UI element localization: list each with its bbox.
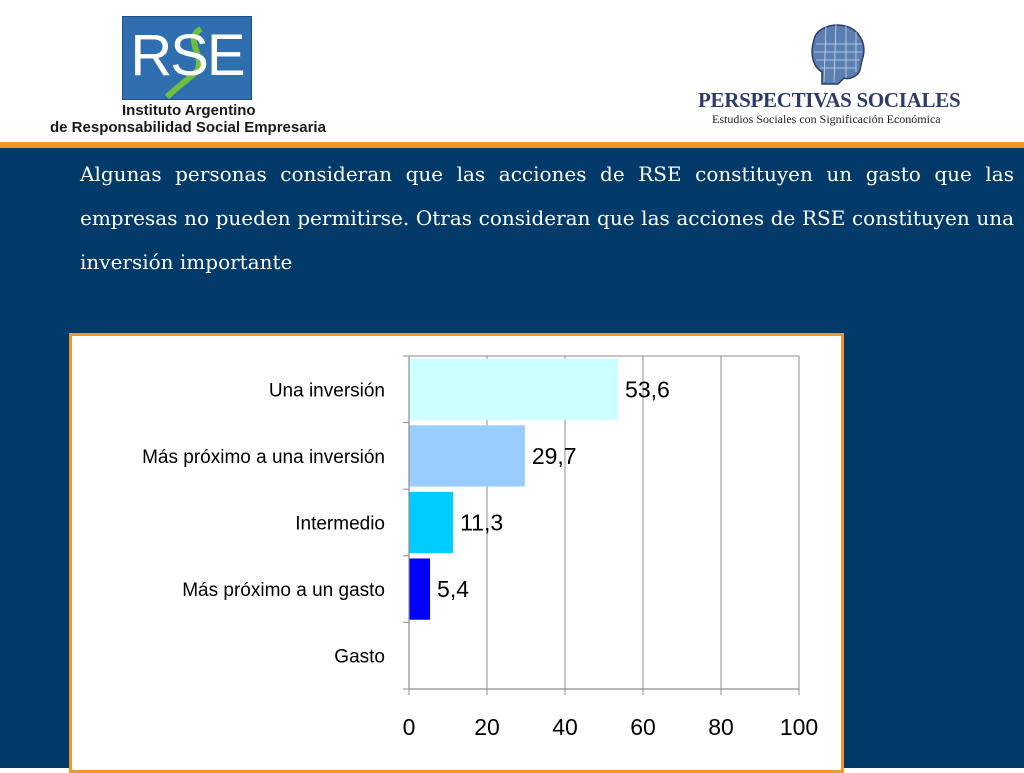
- rse-logo-text: RSE: [130, 23, 245, 88]
- rse-logo-swoosh: [164, 26, 203, 99]
- category-label: Gasto: [334, 647, 385, 668]
- category-label: Intermedio: [295, 514, 385, 535]
- x-tick-label: 60: [630, 714, 656, 740]
- header-divider: [0, 142, 1024, 148]
- rse-logo: RSE: [122, 16, 252, 100]
- x-tick-label: 100: [780, 714, 818, 740]
- survey-question: Algunas personas consideran que las acci…: [80, 162, 1014, 274]
- data-label: 5,4: [437, 576, 469, 602]
- x-tick-label: 0: [403, 714, 416, 740]
- wireframe-head-icon: [811, 22, 865, 85]
- bar: [409, 491, 454, 554]
- category-label: Más próximo a un gasto: [182, 580, 385, 601]
- bar-chart: Una inversión 53,6 Más próximo a una inver…: [142, 355, 818, 740]
- bar: [409, 358, 619, 420]
- data-label: 11,3: [460, 510, 503, 536]
- institute-name-line2: de Responsabilidad Social Empresaria: [50, 119, 326, 136]
- x-tick-label: 40: [552, 714, 578, 740]
- x-tick-label: 80: [708, 714, 734, 740]
- bar: [409, 558, 431, 620]
- category-label: Una inversión: [269, 380, 385, 401]
- perspectivas-sociales-title: PERSPECTIVAS SOCIALES: [698, 88, 961, 112]
- chart-frame: Una inversión 53,6 Más próximo a una inver…: [69, 333, 844, 773]
- bar: [409, 425, 525, 487]
- perspectivas-sociales-subtitle: Estudios Sociales con Significación Econ…: [712, 112, 941, 126]
- institute-name-line1: Instituto Argentino: [122, 102, 256, 119]
- x-tick-label: 20: [474, 714, 500, 740]
- category-label: Más próximo a una inversión: [142, 447, 385, 468]
- data-label: 29,7: [532, 443, 577, 469]
- data-label: 53,6: [625, 376, 670, 402]
